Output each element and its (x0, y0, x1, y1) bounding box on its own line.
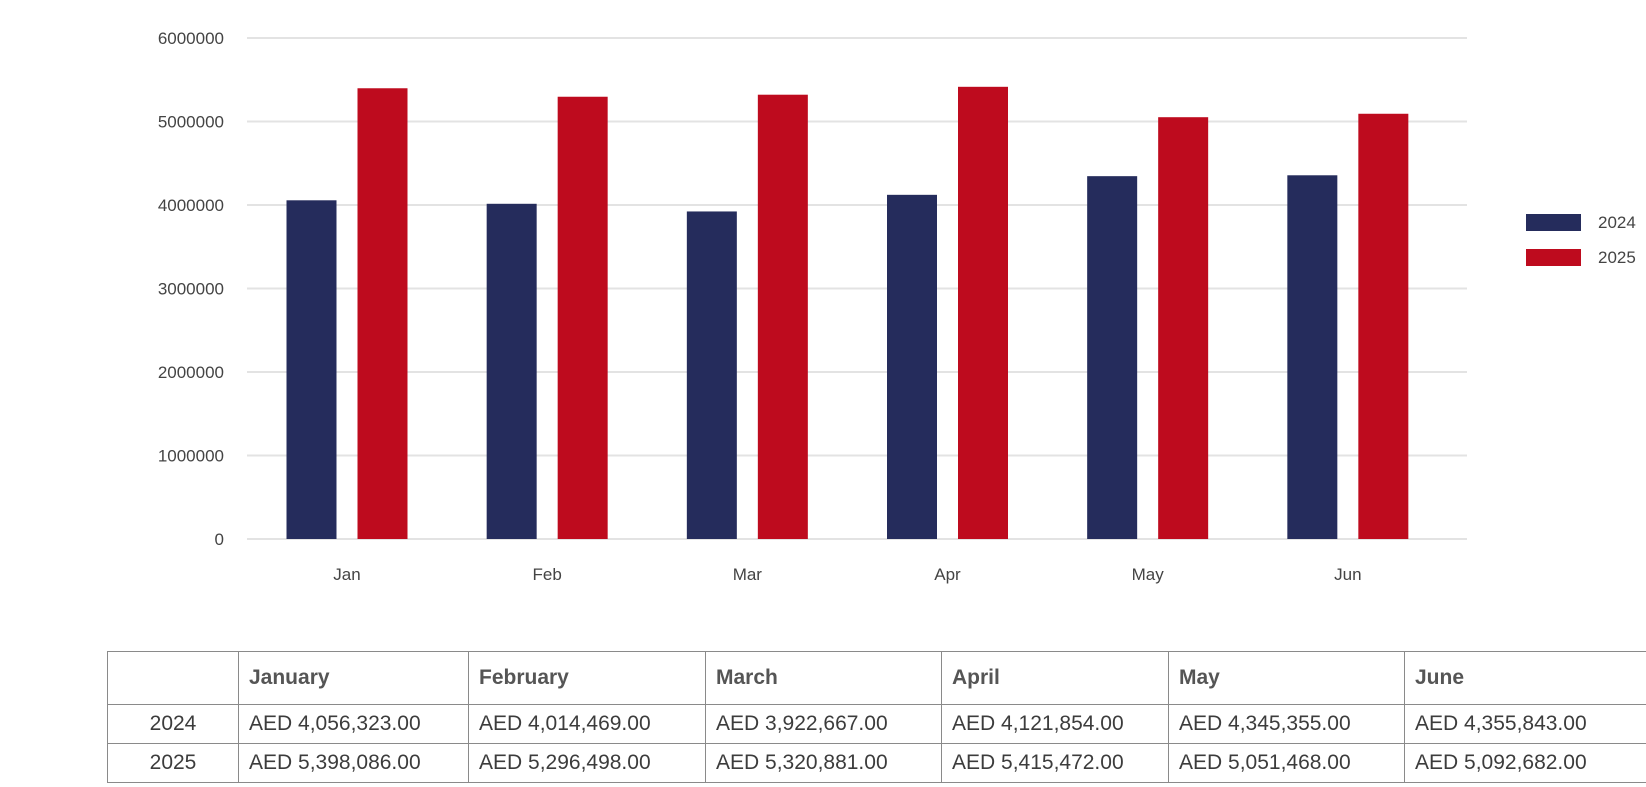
bar-2024-jan (286, 200, 337, 539)
table-cell: AED 4,014,469.00 (468, 704, 706, 744)
table-header-cell: May (1168, 651, 1405, 705)
bar-2024-mar (686, 211, 737, 539)
table-cell: AED 5,415,472.00 (941, 743, 1169, 783)
table-row: 2025 AED 5,398,086.00 AED 5,296,498.00 A… (107, 743, 1646, 783)
legend: 2024 2025 (1526, 213, 1636, 267)
y-tick-label: 0 (215, 530, 224, 549)
x-axis: Jan Feb Mar Apr May Jun (333, 565, 1361, 584)
x-tick-label: Feb (533, 565, 562, 584)
legend-swatch (1526, 214, 1581, 231)
table-header-cell: March (705, 651, 942, 705)
bar-2025-may (1158, 117, 1209, 539)
y-tick-label: 6000000 (158, 29, 224, 48)
bars (286, 86, 1409, 540)
table-header-row: January February March April May June (107, 651, 1646, 705)
y-tick-label: 1000000 (158, 447, 224, 466)
table-cell: AED 4,345,355.00 (1168, 704, 1405, 744)
bar-2025-jun (1358, 113, 1409, 540)
y-tick-label: 2000000 (158, 363, 224, 382)
x-tick-label: Jun (1334, 565, 1361, 584)
data-table: January February March April May June 20… (107, 651, 1646, 783)
table-cell: AED 5,092,682.00 (1404, 743, 1646, 783)
table-cell: AED 5,296,498.00 (468, 743, 706, 783)
legend-label: 2024 (1598, 213, 1636, 232)
x-tick-label: Jan (333, 565, 360, 584)
bar-2025-apr (958, 86, 1008, 539)
bar-2025-mar (757, 94, 808, 540)
legend-label: 2025 (1598, 248, 1636, 267)
row-label: 2025 (107, 743, 239, 783)
table-cell: AED 3,922,667.00 (705, 704, 942, 744)
x-tick-label: Mar (733, 565, 763, 584)
table-header-cell: June (1404, 651, 1646, 705)
table-cell: AED 4,056,323.00 (238, 704, 469, 744)
bar-2024-apr (887, 194, 937, 539)
bar-2025-feb (557, 96, 608, 539)
table-cell: AED 4,355,843.00 (1404, 704, 1646, 744)
table-header-cell: January (238, 651, 469, 705)
table-header-cell: February (468, 651, 706, 705)
x-tick-label: Apr (934, 565, 961, 584)
table-cell: AED 5,051,468.00 (1168, 743, 1405, 783)
y-tick-label: 4000000 (158, 196, 224, 215)
bar-2025-jan (357, 88, 408, 539)
bar-chart: 0 1000000 2000000 3000000 4000000 5000000 6000… (158, 29, 1636, 584)
table-row: 2024 AED 4,056,323.00 AED 4,014,469.00 A… (107, 704, 1646, 744)
y-tick-label: 3000000 (158, 280, 224, 299)
table-cell: AED 5,398,086.00 (238, 743, 469, 783)
bar-2024-feb (486, 203, 537, 539)
row-label: 2024 (107, 704, 239, 744)
y-axis: 0 1000000 2000000 3000000 4000000 5000000 6000… (158, 29, 224, 549)
bar-2024-jun (1287, 175, 1338, 539)
x-tick-label: May (1132, 565, 1165, 584)
y-tick-label: 5000000 (158, 113, 224, 132)
gridlines (247, 37, 1467, 540)
table-header-cell (107, 651, 239, 705)
legend-swatch (1526, 249, 1581, 266)
table-cell: AED 5,320,881.00 (705, 743, 942, 783)
table-header-cell: April (941, 651, 1169, 705)
table-cell: AED 4,121,854.00 (941, 704, 1169, 744)
bar-2024-may (1087, 176, 1138, 540)
